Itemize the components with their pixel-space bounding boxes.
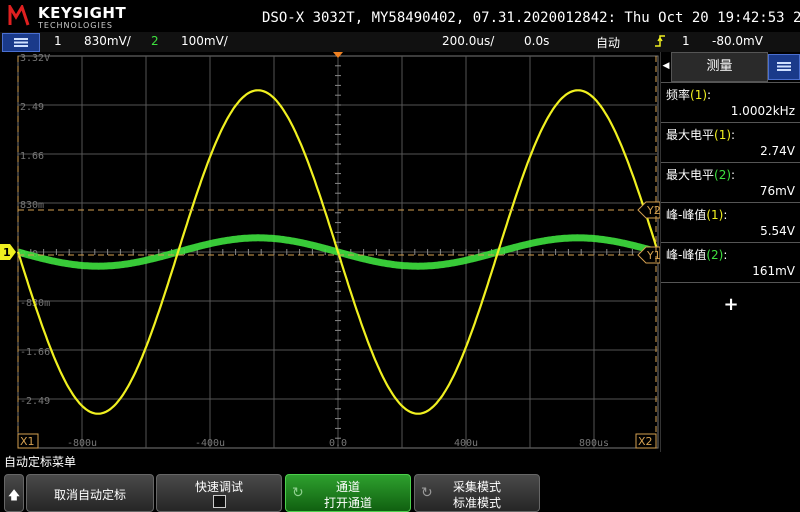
softkey-menu-title: 自动定标菜单 <box>0 452 800 472</box>
cursor-y2-label: Y2 <box>646 204 660 217</box>
keysight-wave-icon <box>8 5 30 26</box>
y-axis-label: 1.66 <box>20 151 44 162</box>
brand-subtitle: TECHNOLOGIES <box>38 21 113 30</box>
brand-name: KEYSIGHT <box>38 4 127 22</box>
measurement-panel: ◀ 测量 频率(1): 1.0002kHz 最大电平(1): 2.74V 最大电平(2)… <box>660 52 800 452</box>
fast-debug-checkbox[interactable] <box>213 495 226 508</box>
measurement-label: 峰-峰值(2): <box>666 248 728 262</box>
trigger-source: 1 <box>682 34 690 48</box>
trigger-level[interactable]: -80.0mV <box>712 34 763 48</box>
cursor-x1-marker <box>17 433 39 449</box>
measurement-tab[interactable]: 测量 <box>671 52 768 82</box>
acquire-mode-value: 标准模式 <box>452 496 501 510</box>
measurement-label: 最大电平(1): <box>666 128 736 142</box>
header-bar: KEYSIGHT TECHNOLOGIES DSO-X 3032T, MY584… <box>0 0 800 32</box>
rotate-knob-icon: ↻ <box>292 485 304 501</box>
ch1-number: 1 <box>54 34 62 48</box>
horizontal-delay[interactable]: 0.0s <box>524 34 550 48</box>
measurement-item[interactable]: 峰-峰值(1): 5.54V <box>661 202 800 243</box>
device-info: DSO-X 3032T, MY58490402, 07.31.202001284… <box>262 10 800 26</box>
measurement-value: 161mV <box>752 264 795 278</box>
x-axis-label: 800us <box>579 438 609 449</box>
y-axis-label: 2.49 <box>20 102 44 113</box>
menu-icon <box>777 62 791 71</box>
ch1-ground-label: 1 <box>3 246 11 259</box>
ch2-scale[interactable]: 100mV/ <box>181 34 228 48</box>
channels-title: 通道 <box>335 480 360 494</box>
fast-debug-button[interactable]: 快速调试 <box>156 474 282 512</box>
acquire-mode-button[interactable]: ↻ 采集模式 标准模式 <box>414 474 540 512</box>
panel-collapse-arrow-icon[interactable]: ◀ <box>662 61 670 71</box>
y-axis-label: -2.49 <box>20 396 50 407</box>
rising-edge-icon <box>654 33 666 52</box>
measurement-value: 5.54V <box>760 224 795 238</box>
ch1-scale[interactable]: 830mV/ <box>84 34 131 48</box>
keysight-logo: KEYSIGHT TECHNOLOGIES <box>8 3 128 31</box>
y-axis-label: -1.66 <box>20 347 50 358</box>
trigger-mode[interactable]: 自动 <box>596 36 621 50</box>
status-bar: 1 830mV/ 2 100mV/ 200.0us/ 0.0s 自动 1 -80… <box>0 32 800 52</box>
x-axis-label: 400u <box>454 438 478 449</box>
measurement-value: 76mV <box>759 184 795 198</box>
ch2-number: 2 <box>151 34 159 48</box>
trigger-position-marker <box>333 52 343 58</box>
measurement-value: 2.74V <box>760 144 795 158</box>
y-axis-label: 830m <box>20 200 44 211</box>
rotate-knob-icon: ↻ <box>421 485 433 501</box>
measurement-tabs: ◀ 测量 <box>661 52 800 82</box>
x-axis-label: -800u <box>67 438 97 449</box>
cursor-y1-label: Y1 <box>646 249 660 262</box>
timebase-scale[interactable]: 200.0us/ <box>442 34 495 48</box>
cursor-x2-label: X2 <box>638 435 653 448</box>
measurement-item[interactable]: 频率(1): 1.0002kHz <box>661 82 800 123</box>
channels-button[interactable]: ↻ 通道 打开通道 <box>285 474 411 512</box>
acquire-mode-title: 采集模式 <box>452 480 501 494</box>
x-axis-label: 0.0 <box>329 438 347 449</box>
main-menu-button[interactable] <box>2 33 40 52</box>
x-axis-label: -400u <box>195 438 225 449</box>
cursor-x2-marker <box>635 433 657 449</box>
measurement-item[interactable]: 最大电平(1): 2.74V <box>661 122 800 163</box>
y-axis-label: 3.32V <box>20 53 50 64</box>
measurement-label: 峰-峰值(1): <box>666 208 728 222</box>
back-button[interactable]: 🡅 <box>4 474 24 512</box>
cancel-autoscale-label: 取消自动定标 <box>53 488 126 502</box>
cursor-x1-label: X1 <box>20 435 35 448</box>
measurement-label: 频率(1): <box>666 88 712 102</box>
add-measurement-button[interactable]: + <box>661 282 800 315</box>
ch1-waveform <box>16 89 660 415</box>
measurement-item[interactable]: 峰-峰值(2): 161mV <box>661 242 800 283</box>
cancel-autoscale-button[interactable]: 取消自动定标 <box>26 474 154 512</box>
fast-debug-label: 快速调试 <box>194 480 243 494</box>
measurement-item[interactable]: 最大电平(2): 76mV <box>661 162 800 203</box>
panel-menu-button[interactable] <box>768 54 800 80</box>
up-arrow-icon: 🡅 <box>7 488 21 502</box>
waveform-display[interactable]: 3.32V 2.49 1.66 830m 0.0 -830m -1.66 -2.49 -800… <box>0 52 661 452</box>
channels-value: 打开通道 <box>323 496 372 510</box>
measurement-label: 最大电平(2): <box>666 168 736 182</box>
ch1-ground-marker <box>0 244 16 260</box>
softkey-bar: 🡅 取消自动定标 快速调试 ↻ 通道 打开通道 ↻ 采集模式 标准模式 <box>0 472 800 512</box>
menu-icon <box>14 38 28 47</box>
measurement-value: 1.0002kHz <box>730 104 795 118</box>
